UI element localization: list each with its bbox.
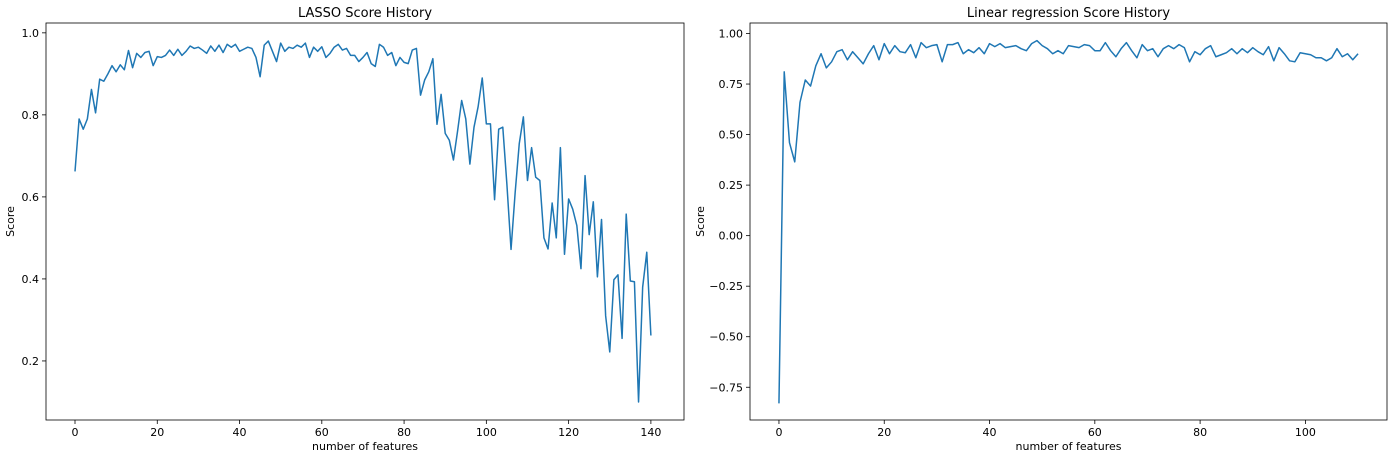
lasso-chart: 0 20 40 60 80 100 120 140 0.2 0.4 0.6 0.8 1.0 LASSO S… [4,6,685,453]
linear-regression-y-tick-label: −0.25 [709,280,743,293]
lasso-x-tick-label: 140 [640,426,661,439]
linear-regression-x-tick-label: 0 [775,426,782,439]
lasso-y-tick-label: 0.4 [22,273,40,286]
linear-regression-chart-title: Linear regression Score History [967,6,1170,21]
lasso-x-tick-label: 80 [397,426,411,439]
linear-regression-y-tick-label: 0.00 [719,230,744,243]
linear-regression-y-tick-label: 0.50 [719,129,744,142]
lasso-x-tick-label: 60 [315,426,329,439]
lasso-series-line [74,40,652,403]
linear-regression-chart: 0 20 40 60 80 100 −0.75 −0.50 −0.25 0.00 0.25 0.50 0… [694,6,1388,453]
lasso-y-tick-label: 1.0 [22,27,40,40]
lasso-y-tick-label: 0.6 [22,191,40,204]
linear-regression-y-tick-label: 0.25 [719,179,744,192]
lasso-x-tick-label: 40 [233,426,247,439]
linear-regression-series-line [778,39,1359,404]
linear-regression-x-tick-label: 80 [1193,426,1207,439]
lasso-axes-frame [45,22,685,421]
lasso-x-tick-label: 0 [72,426,79,439]
linear-regression-x-tick-label: 60 [1088,426,1102,439]
linear-regression-y-axis-label: Score [694,206,707,237]
lasso-y-tick-label: 0.8 [22,109,40,122]
lasso-y-tick-label: 0.2 [22,355,40,368]
linear-regression-x-tick-label: 40 [983,426,997,439]
linear-regression-y-tick-label: −0.75 [709,381,743,394]
lasso-x-tick-label: 120 [558,426,579,439]
linear-regression-axes-frame [749,22,1388,421]
lasso-x-axis-label: number of features [312,440,418,453]
linear-regression-y-tick-label: 0.75 [719,78,744,91]
lasso-x-tick-label: 100 [476,426,497,439]
lasso-x-tick-label: 20 [150,426,164,439]
linear-regression-y-tick-label: 1.00 [719,28,744,41]
lasso-y-axis-label: Score [4,206,17,237]
lasso-chart-title: LASSO Score History [298,6,432,21]
linear-regression-y-tick-label: −0.50 [709,331,743,344]
linear-regression-x-tick-label: 20 [877,426,891,439]
linear-regression-x-axis-label: number of features [1016,440,1122,453]
linear-regression-x-tick-label: 100 [1295,426,1316,439]
